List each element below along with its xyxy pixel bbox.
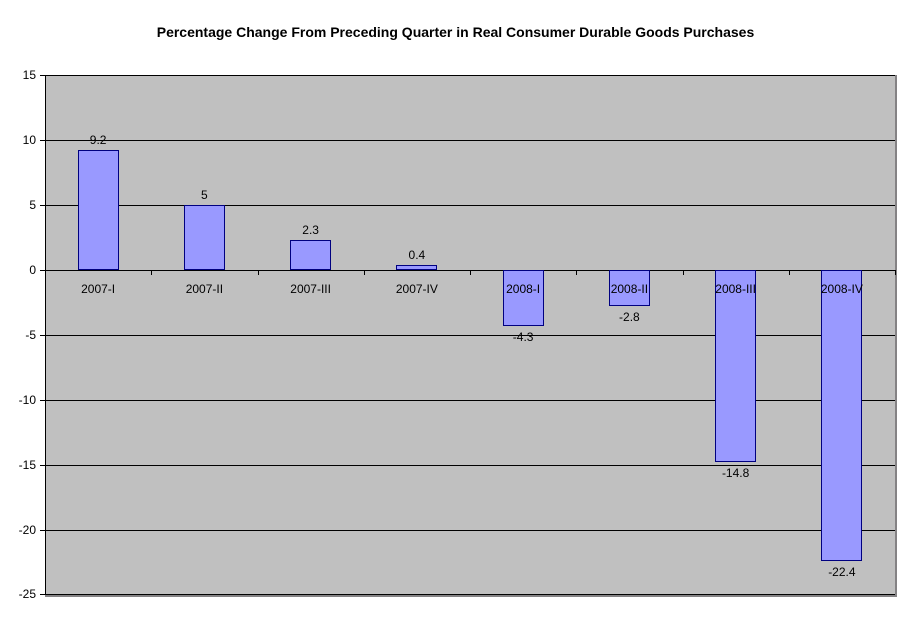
x-axis-tick: [895, 270, 896, 275]
category-label: 2008-II: [610, 282, 649, 296]
x-axis-tick: [470, 270, 471, 275]
plot-area: 9.2 2007-I 5 2007-II 2.3 2007-III 0.4 2007-IV -4…: [45, 75, 897, 597]
data-label: 0.4: [408, 247, 426, 262]
x-axis-tick: [788, 270, 790, 275]
x-axis-tick: [682, 270, 684, 275]
x-axis-tick: [151, 270, 153, 275]
y-tick-label: 10: [22, 133, 36, 147]
gridline: [45, 530, 895, 531]
y-axis-tick: [40, 335, 45, 336]
y-tick-label: -5: [25, 328, 36, 342]
data-label: 2.3: [302, 223, 319, 238]
y-axis-tick: [40, 75, 45, 76]
y-axis-line: [45, 75, 46, 595]
category-label: 2007-III: [290, 282, 331, 296]
gridline: [45, 205, 895, 206]
gridline: [45, 465, 895, 466]
x-axis-tick: [257, 270, 259, 275]
y-axis-tick: [40, 465, 45, 466]
y-axis-tick: [40, 594, 45, 595]
bar-2008-IV: [821, 270, 863, 562]
gridline: [45, 400, 895, 401]
data-label: -2.8: [619, 310, 640, 325]
gridline: [45, 140, 895, 141]
bar-2007-IV: [396, 264, 438, 270]
category-label: 2008-IV: [820, 282, 863, 296]
category-label: 2008-I: [506, 282, 541, 296]
category-label: 2008-III: [715, 282, 756, 296]
y-axis-tick: [40, 270, 45, 271]
x-axis-tick: [363, 270, 365, 275]
x-axis-tick: [45, 270, 46, 275]
category-label: 2007-I: [81, 282, 116, 296]
y-tick-label: 15: [22, 68, 36, 82]
data-label: 5: [201, 188, 208, 202]
y-axis-tick: [40, 530, 45, 531]
bar-2008-III: [715, 270, 757, 463]
data-label: 9.2: [89, 133, 107, 148]
category-label: 2007-II: [185, 282, 224, 296]
gridline: [45, 75, 895, 76]
y-tick-label: -25: [18, 587, 36, 601]
bar-2007-III: [290, 240, 332, 270]
bar-2008-I: [502, 270, 544, 326]
y-tick-label: 5: [29, 198, 36, 212]
bar-2007-I: [77, 150, 119, 270]
gridline: [45, 335, 895, 336]
data-label: -22.4: [828, 565, 856, 580]
data-label: -4.3: [512, 329, 534, 344]
chart-title: Percentage Change From Preceding Quarter…: [156, 24, 755, 40]
y-tick-label: -20: [18, 523, 36, 537]
data-label: -14.8: [721, 466, 750, 481]
category-label: 2007-IV: [395, 282, 438, 296]
y-tick-label: -15: [18, 458, 36, 472]
bar-2007-II: [183, 205, 225, 270]
x-axis-tick: [576, 270, 578, 275]
y-tick-label: 0: [29, 263, 36, 277]
y-axis-tick: [40, 205, 45, 206]
bar-2008-II: [608, 270, 650, 307]
y-axis-tick: [40, 400, 45, 401]
gridline: [45, 594, 895, 595]
y-tick-label: -10: [18, 393, 36, 407]
y-axis-tick: [40, 140, 45, 141]
